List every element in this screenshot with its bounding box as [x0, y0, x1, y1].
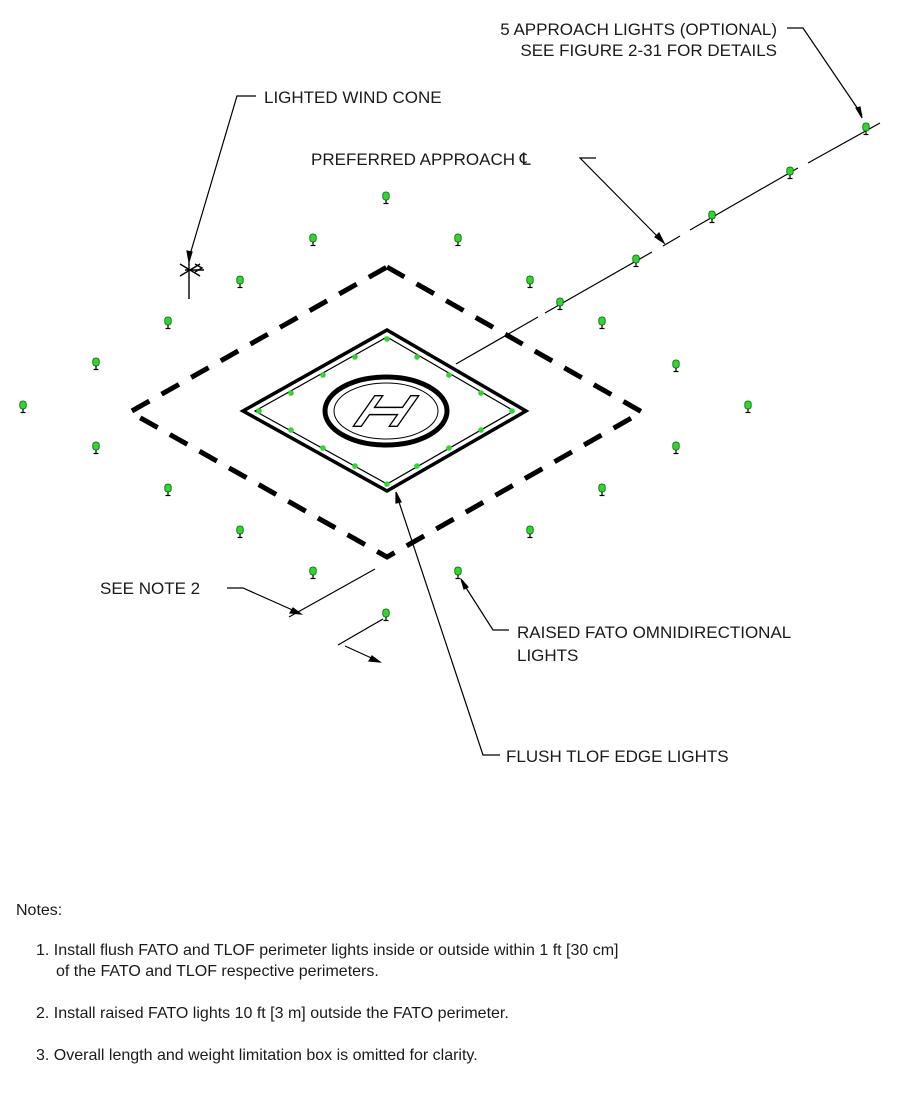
- raised-light: [598, 316, 606, 330]
- approach-lights-leader: [787, 27, 863, 116]
- wind-cone-leader: [188, 95, 256, 259]
- arrowhead: [395, 491, 402, 504]
- raised-light: [672, 441, 680, 455]
- raised-light: [454, 566, 462, 580]
- note-3-line1: 3. Overall length and weight limitation …: [36, 1047, 478, 1064]
- flush-light: [414, 463, 420, 469]
- wind-cone-icon: [179, 262, 204, 299]
- note-1: 1. Install flush FATO and TLOF perimeter…: [36, 940, 876, 982]
- raised-light: [92, 357, 100, 371]
- flush-light: [446, 445, 452, 451]
- flush-light: [288, 390, 294, 396]
- flush-tlof-label: FLUSH TLOF EDGE LIGHTS: [506, 747, 729, 766]
- raised-light: [454, 233, 462, 247]
- flush-light: [320, 445, 326, 451]
- approach-lights: [556, 122, 870, 311]
- raised-light: [598, 483, 606, 497]
- flush-light: [352, 354, 358, 360]
- flush-light: [256, 408, 262, 414]
- approach-light: [862, 122, 870, 136]
- arrowhead: [186, 250, 193, 263]
- arrowhead: [654, 231, 666, 245]
- note-2: 2. Install raised FATO lights 10 ft [3 m…: [36, 1003, 876, 1024]
- heliport-lighting-diagram: H: [19, 20, 881, 766]
- raised-light: [744, 400, 752, 414]
- raised-fato-leader: [462, 582, 509, 631]
- flush-light: [478, 427, 484, 433]
- arrowhead: [460, 578, 469, 590]
- flush-light: [446, 372, 452, 378]
- flush-light: [288, 427, 294, 433]
- see-note-2-leader: [227, 587, 298, 613]
- raised-light: [526, 525, 534, 539]
- approach-light: [556, 297, 564, 311]
- raised-fato-label-line1: RAISED FATO OMNIDIRECTIONAL: [517, 623, 791, 642]
- flush-light: [320, 372, 326, 378]
- raised-light: [236, 525, 244, 539]
- notes-section: Notes: 1. Install flush FATO and TLOF pe…: [16, 902, 876, 1087]
- approach-light: [708, 210, 716, 224]
- raised-light: [672, 359, 680, 373]
- raised-light: [526, 275, 534, 289]
- flush-light: [414, 354, 420, 360]
- raised-light: [236, 275, 244, 289]
- raised-light: [164, 483, 172, 497]
- tlof-perimeter: [239, 327, 530, 494]
- wind-cone-label: LIGHTED WIND CONE: [264, 88, 442, 107]
- note-3: 3. Overall length and weight limitation …: [36, 1045, 876, 1066]
- dimension-line: [337, 618, 384, 646]
- raised-light: [309, 233, 317, 247]
- flush-light: [478, 390, 484, 396]
- notes-title: Notes:: [16, 902, 63, 919]
- preferred-approach-leader: [578, 157, 661, 240]
- raised-fato-label-line2: LIGHTS: [517, 646, 578, 665]
- flush-light: [352, 463, 358, 469]
- raised-light: [382, 608, 390, 622]
- dimension-line: [288, 568, 376, 618]
- raised-light: [309, 566, 317, 580]
- flush-tlof-edge-lights: [256, 336, 515, 487]
- raised-light: [164, 316, 172, 330]
- approach-lights-label-line2: SEE FIGURE 2-31 FOR DETAILS: [520, 41, 777, 60]
- leader-lines: [186, 27, 863, 756]
- approach-light: [786, 166, 794, 180]
- arrowhead: [367, 655, 383, 663]
- arrowhead: [855, 106, 863, 119]
- raised-light: [19, 400, 27, 414]
- flush-tlof-leader: [396, 495, 500, 756]
- approach-lights-label-line1: 5 APPROACH LIGHTS (OPTIONAL): [500, 20, 777, 39]
- raised-light: [92, 441, 100, 455]
- flush-light: [384, 336, 390, 342]
- note-1-line2: of the FATO and TLOF respective perimete…: [56, 963, 379, 980]
- note-1-line1: 1. Install flush FATO and TLOF perimeter…: [36, 942, 619, 959]
- approach-light: [632, 254, 640, 268]
- preferred-approach-label: PREFERRED APPROACH ℄: [311, 150, 531, 169]
- see-note-2-label: SEE NOTE 2: [100, 579, 200, 598]
- fato-perimeter: [124, 264, 648, 560]
- note-2-line1: 2. Install raised FATO lights 10 ft [3 m…: [36, 1005, 509, 1022]
- raised-light: [382, 191, 390, 205]
- flush-light: [509, 408, 515, 414]
- helipad-h-marking: H: [322, 374, 450, 448]
- flush-light: [384, 481, 390, 487]
